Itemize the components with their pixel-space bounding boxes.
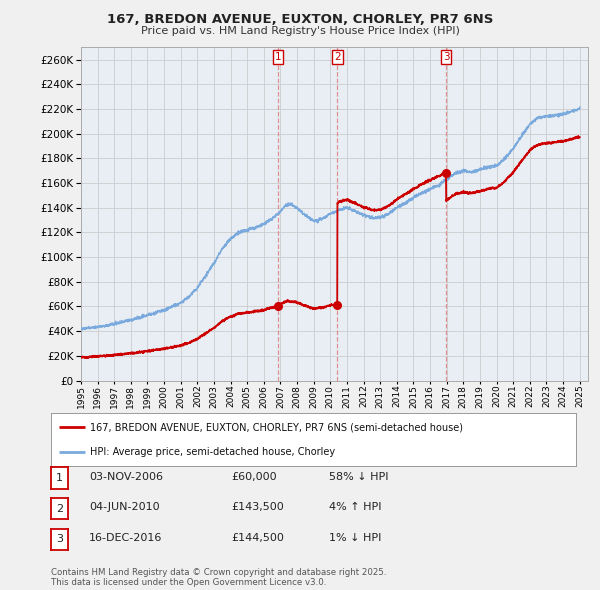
- Text: 2: 2: [56, 504, 63, 513]
- Text: HPI: Average price, semi-detached house, Chorley: HPI: Average price, semi-detached house,…: [91, 447, 335, 457]
- Text: 58% ↓ HPI: 58% ↓ HPI: [329, 472, 388, 481]
- Text: 167, BREDON AVENUE, EUXTON, CHORLEY, PR7 6NS: 167, BREDON AVENUE, EUXTON, CHORLEY, PR7…: [107, 13, 493, 26]
- Text: 3: 3: [443, 52, 449, 62]
- Text: Price paid vs. HM Land Registry's House Price Index (HPI): Price paid vs. HM Land Registry's House …: [140, 26, 460, 36]
- Text: 03-NOV-2006: 03-NOV-2006: [89, 472, 163, 481]
- Text: 167, BREDON AVENUE, EUXTON, CHORLEY, PR7 6NS (semi-detached house): 167, BREDON AVENUE, EUXTON, CHORLEY, PR7…: [91, 423, 463, 433]
- Text: Contains HM Land Registry data © Crown copyright and database right 2025.
This d: Contains HM Land Registry data © Crown c…: [51, 568, 386, 587]
- Text: 4% ↑ HPI: 4% ↑ HPI: [329, 503, 382, 512]
- Text: 1: 1: [275, 52, 281, 62]
- Text: 2: 2: [334, 52, 341, 62]
- Text: £143,500: £143,500: [231, 503, 284, 512]
- Text: 04-JUN-2010: 04-JUN-2010: [89, 503, 160, 512]
- Text: £60,000: £60,000: [231, 472, 277, 481]
- Text: 1: 1: [56, 473, 63, 483]
- Text: 3: 3: [56, 535, 63, 544]
- Text: £144,500: £144,500: [231, 533, 284, 543]
- Text: 16-DEC-2016: 16-DEC-2016: [89, 533, 162, 543]
- Text: 1% ↓ HPI: 1% ↓ HPI: [329, 533, 381, 543]
